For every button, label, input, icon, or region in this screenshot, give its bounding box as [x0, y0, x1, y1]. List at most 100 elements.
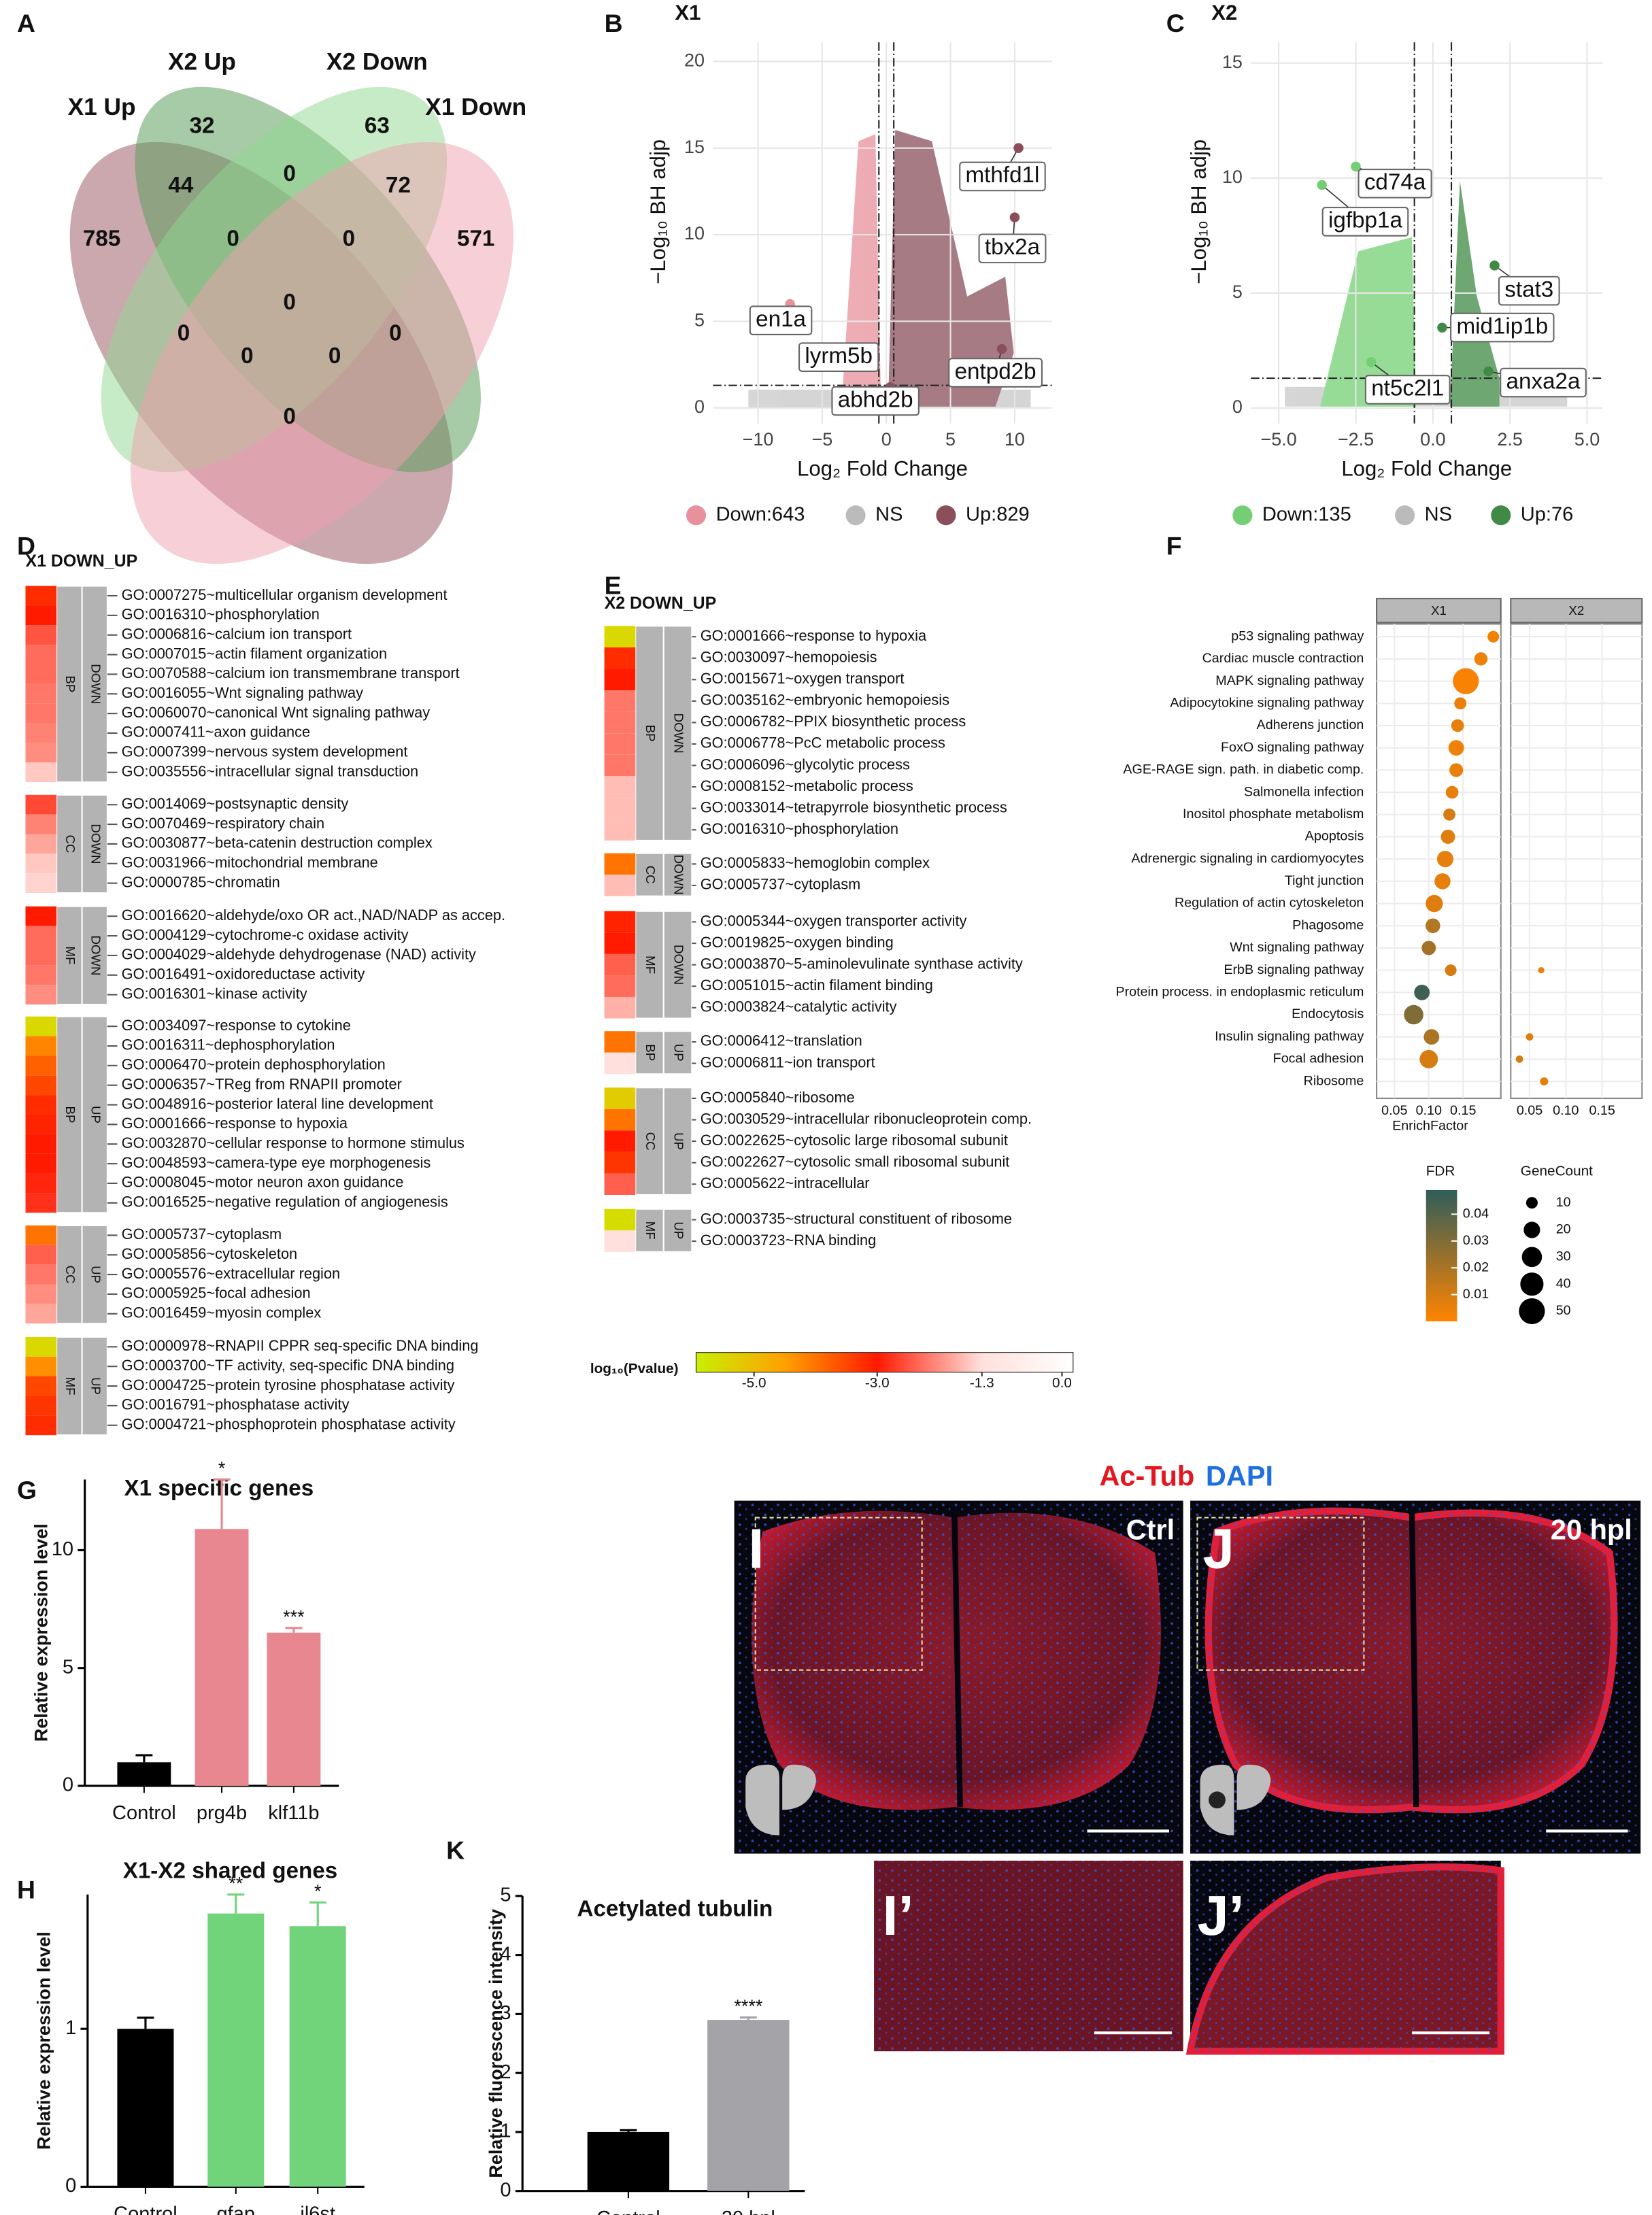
y-tick-label: 10 — [684, 223, 705, 243]
y-tick-label: 4 — [500, 1943, 511, 1965]
gene-label-box — [798, 342, 879, 372]
heatmap-cell — [25, 985, 57, 1005]
go-term: GO:0005622~intracellular — [701, 1174, 870, 1191]
go-term: GO:0007275~multicellular organism develo… — [122, 586, 448, 603]
go-term: GO:0051015~actin filament binding — [701, 977, 933, 994]
legend-label: Up:829 — [966, 503, 1030, 525]
y-tick-label: 5 — [694, 310, 705, 331]
venn-count: 0 — [343, 226, 355, 252]
go-term: GO:0016525~negative regulation of angiog… — [122, 1194, 448, 1211]
bar — [195, 1529, 249, 1786]
group-label: CC — [63, 834, 78, 853]
heatmap-cell — [25, 1055, 57, 1076]
go-term: GO:0008045~motor neuron axon guidance — [122, 1174, 404, 1191]
chart-title: X1-X2 shared genes — [123, 1858, 338, 1883]
y-tick-label: 15 — [1222, 52, 1243, 72]
facet-label: X2 — [1568, 603, 1584, 618]
y-tick-label: FoxO signaling pathway — [1221, 740, 1364, 755]
go-term: GO:0032870~cellular response to hormone … — [122, 1134, 465, 1151]
dot — [1525, 1033, 1534, 1041]
y-tick-label: Adipocytokine signaling pathway — [1170, 695, 1364, 710]
gene-label-box — [1498, 275, 1560, 306]
legend-label: Down:643 — [716, 503, 805, 525]
gene-point — [1483, 366, 1494, 377]
stain-label: Ac-Tub — [1099, 1459, 1194, 1491]
go-term: GO:0007399~nervous system development — [122, 743, 408, 760]
legend-swatch — [1491, 505, 1511, 526]
go-term: GO:0006412~translation — [701, 1032, 862, 1049]
heatmap-cell — [25, 605, 57, 626]
go-term: GO:0016459~myosin complex — [122, 1304, 322, 1321]
go-term: GO:0004725~protein tyrosine phosphatase … — [122, 1376, 455, 1393]
heatmap-cell — [604, 797, 636, 819]
go-term: GO:0003735~structural constituent of rib… — [701, 1210, 1012, 1227]
bar — [587, 2131, 670, 2191]
dot — [1423, 1029, 1440, 1045]
heatmap-cell — [25, 1264, 57, 1285]
y-tick-label: Adherens junction — [1257, 717, 1364, 732]
heatmap-cell — [604, 1052, 636, 1075]
group-label: BP — [63, 675, 78, 692]
dot — [1515, 1055, 1523, 1063]
significance-label: ** — [229, 1873, 243, 1893]
go-term: GO:0022627~cytosolic small ribosomal sub… — [701, 1153, 1010, 1170]
gene-label-box — [1500, 367, 1587, 398]
direction-label: DOWN — [88, 935, 103, 975]
dot — [1449, 763, 1464, 777]
plot-title: X2 — [1211, 1, 1237, 24]
panel-letter: F — [1166, 531, 1182, 560]
go-term: GO:0006811~ion transport — [701, 1053, 875, 1070]
x-tick-label: 10 — [1005, 429, 1025, 450]
group-label: BP — [63, 1106, 78, 1123]
direction-cell — [662, 625, 693, 841]
go-term: GO:0005840~ribosome — [701, 1089, 855, 1106]
colorbar — [695, 1352, 1074, 1373]
heatmap-cell — [604, 975, 636, 997]
heatmap-cell — [604, 1031, 636, 1053]
x-tick-label: 0.10 — [1416, 1103, 1442, 1118]
y-tick-label: Tight junction — [1285, 873, 1364, 888]
direction-cell — [81, 794, 108, 894]
gene-point — [1351, 161, 1361, 172]
legend-dot — [1525, 1197, 1538, 1209]
panel-letter: B — [605, 9, 623, 37]
legend-dot — [1520, 1272, 1544, 1296]
legend-dot — [1523, 1221, 1540, 1238]
plot-title: X1 — [675, 1, 701, 24]
y-tick-label: Inositol phosphate metabolism — [1183, 807, 1364, 822]
bar — [267, 1632, 321, 1786]
significance-label: * — [218, 1458, 226, 1478]
group-cell — [56, 794, 83, 894]
y-tick-label: Adrenergic signaling in cardiomyocytes — [1131, 851, 1364, 866]
go-term: GO:0048593~camera-type eye morphogenesis — [122, 1154, 431, 1171]
go-term: GO:0006816~calcium ion transport — [122, 625, 352, 642]
go-term: GO:0005856~cytoskeleton — [122, 1245, 298, 1262]
legend-tick-label: 0.02 — [1463, 1259, 1489, 1274]
go-term: GO:0033014~tetrapyrrole biosynthetic pro… — [701, 798, 1007, 815]
heatmap-cell — [604, 1208, 636, 1231]
y-tick-label: Insulin signaling pathway — [1215, 1029, 1364, 1044]
legend-swatch — [936, 505, 956, 526]
legend-label: 10 — [1556, 1195, 1571, 1210]
dot — [1540, 1077, 1549, 1086]
go-term: GO:0030529~intracellular ribonucleoprote… — [701, 1110, 1032, 1127]
heatmap-cell — [604, 853, 636, 875]
legend-label: Down:135 — [1262, 503, 1351, 525]
micrograph-label: J — [1203, 1517, 1234, 1580]
direction-cell — [662, 852, 693, 897]
venn-count: 32 — [190, 114, 215, 139]
condition-label: 20 hpl — [1551, 1513, 1632, 1545]
colorbar-title: log₁₀(Pvalue) — [590, 1361, 679, 1376]
legend-swatch — [1232, 505, 1253, 526]
legend-label: Up:76 — [1521, 503, 1574, 525]
x-tick-label: −10 — [743, 429, 774, 450]
direction-cell — [81, 585, 108, 783]
group-cell — [635, 1087, 664, 1196]
dot — [1426, 918, 1440, 934]
x-tick-label: 0.10 — [1553, 1103, 1579, 1118]
heatmap-cell — [25, 926, 57, 946]
go-term: GO:0003700~TF activity, seq-specific DNA… — [122, 1357, 454, 1374]
y-tick-label: Wnt signaling pathway — [1230, 940, 1364, 955]
direction-label: UP — [88, 1106, 103, 1123]
legend-label: 20 — [1556, 1222, 1571, 1237]
